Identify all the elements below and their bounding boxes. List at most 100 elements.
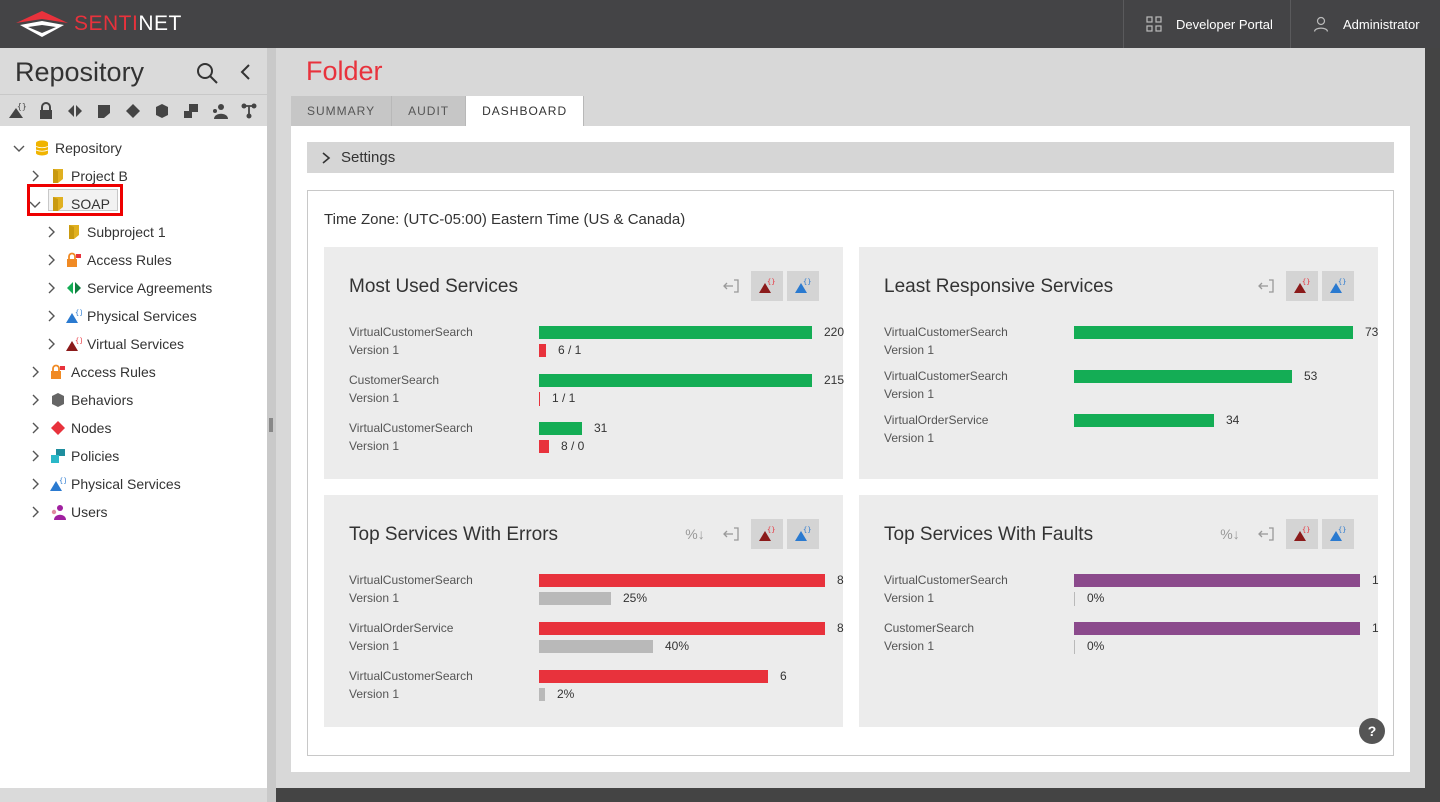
service-version: Version 1 <box>349 391 400 405</box>
tree-node-nodes[interactable]: Nodes <box>28 414 111 442</box>
card-title: Top Services With Faults <box>884 524 1094 545</box>
chevron-right-icon[interactable] <box>28 421 42 435</box>
user-menu[interactable]: Administrator <box>1290 0 1440 48</box>
chevron-down-icon[interactable] <box>12 141 26 155</box>
developer-portal-link[interactable]: Developer Portal <box>1123 0 1291 48</box>
sidebar-footer <box>0 788 267 802</box>
physical-services-filter-icon[interactable]: {} <box>787 271 819 301</box>
virtual-services-filter-icon[interactable]: {} <box>751 271 783 301</box>
filter-agreements-icon[interactable] <box>63 100 87 122</box>
service-row[interactable]: VirtualOrderService Version 1 34 <box>884 413 1364 457</box>
tree-node-soap[interactable]: SOAP <box>28 190 110 218</box>
service-row[interactable]: VirtualCustomerSearch Version 1 1 0% <box>884 573 1379 617</box>
service-version: Version 1 <box>349 343 400 357</box>
tree-node-users[interactable]: Users <box>28 498 108 526</box>
chevron-right-icon[interactable] <box>28 169 42 183</box>
tab-summary[interactable]: SUMMARY <box>291 96 393 126</box>
behavior-icon <box>50 392 66 408</box>
chevron-right-icon[interactable] <box>44 225 58 239</box>
sidebar-header: Repository <box>0 48 267 94</box>
chevron-right-icon[interactable] <box>28 449 42 463</box>
sub-value-label: 2% <box>557 687 575 701</box>
tree-node-subproject-1[interactable]: Subproject 1 <box>44 218 166 246</box>
main-content: Folder SUMMARY AUDIT DASHBOARD Settings … <box>276 48 1425 788</box>
chevron-right-icon[interactable] <box>44 281 58 295</box>
tab-audit[interactable]: AUDIT <box>392 96 467 126</box>
sub-value-label: 0% <box>1087 591 1105 605</box>
filter-access-rules-icon[interactable] <box>34 100 58 122</box>
service-version: Version 1 <box>349 439 400 453</box>
splitter-grip[interactable] <box>269 418 273 432</box>
chevron-down-icon[interactable] <box>28 197 42 211</box>
tree-node-label: Behaviors <box>71 392 134 408</box>
filter-virtual-services-icon[interactable]: {} <box>5 100 29 122</box>
export-icon[interactable] <box>715 271 747 301</box>
tree-node-repository[interactable]: Repository <box>12 134 122 162</box>
tree-node-project-b[interactable]: Project B <box>28 162 128 190</box>
physical-services-filter-icon[interactable]: {} <box>787 519 819 549</box>
chevron-right-icon[interactable] <box>28 365 42 379</box>
filter-physical-services-icon[interactable] <box>237 100 261 122</box>
tree-node-behaviors[interactable]: Behaviors <box>28 386 133 414</box>
chevron-right-icon[interactable] <box>44 309 58 323</box>
tree-node-access-rules[interactable]: Access Rules <box>44 246 172 274</box>
export-icon[interactable] <box>715 519 747 549</box>
service-row[interactable]: VirtualCustomerSearch Version 1 73 <box>884 325 1378 369</box>
chevron-right-icon[interactable] <box>44 253 58 267</box>
card-toolbar: {} {} <box>715 271 819 301</box>
sort-percent-button[interactable]: %↓ <box>685 526 705 542</box>
export-icon[interactable] <box>1250 519 1282 549</box>
search-icon[interactable] <box>195 61 219 85</box>
filter-folders-icon[interactable] <box>92 100 116 122</box>
chevron-right-icon[interactable] <box>28 393 42 407</box>
sub-bar <box>539 344 546 357</box>
service-row[interactable]: CustomerSearch Version 1 215 1 / 1 <box>349 373 844 417</box>
least-responsive-services-card: Least Responsive Services {} {} VirtualCust… <box>859 247 1378 479</box>
tree-node-access-rules[interactable]: Access Rules <box>28 358 156 386</box>
chevron-right-icon[interactable] <box>28 477 42 491</box>
filter-policies-icon[interactable] <box>179 100 203 122</box>
sub-bar <box>539 688 545 701</box>
service-row[interactable]: VirtualCustomerSearch Version 1 6 2% <box>349 669 829 713</box>
service-row[interactable]: VirtualCustomerSearch Version 1 31 8 / 0 <box>349 421 829 465</box>
chevron-right-icon[interactable] <box>28 505 42 519</box>
service-row[interactable]: VirtualOrderService Version 1 8 40% <box>349 621 844 665</box>
card-toolbar: %↓ {} {} <box>1214 519 1354 549</box>
right-edge <box>1425 48 1440 802</box>
physical-services-filter-icon[interactable]: {} <box>1322 519 1354 549</box>
collapse-sidebar-icon[interactable] <box>238 62 254 82</box>
filter-nodes-icon[interactable] <box>121 100 145 122</box>
service-version: Version 1 <box>349 591 400 605</box>
tree-node-service-agreements[interactable]: Service Agreements <box>44 274 212 302</box>
virtual-services-filter-icon[interactable]: {} <box>751 519 783 549</box>
virtual-services-filter-icon[interactable]: {} <box>1286 271 1318 301</box>
chevron-right-icon[interactable] <box>44 337 58 351</box>
physical-services-filter-icon[interactable]: {} <box>1322 271 1354 301</box>
filter-users-icon[interactable] <box>208 100 232 122</box>
settings-expander[interactable]: Settings <box>307 142 1394 173</box>
filter-behaviors-icon[interactable] <box>150 100 174 122</box>
tree-node-physical-services[interactable]: {} Physical Services <box>44 302 197 330</box>
service-row[interactable]: CustomerSearch Version 1 1 0% <box>884 621 1379 665</box>
dashboard-panel: Settings Time Zone: (UTC-05:00) Eastern … <box>291 126 1410 772</box>
export-icon[interactable] <box>1250 271 1282 301</box>
virtual-services-filter-icon[interactable]: {} <box>1286 519 1318 549</box>
service-row[interactable]: VirtualCustomerSearch Version 1 8 25% <box>349 573 844 617</box>
sort-percent-button[interactable]: %↓ <box>1220 526 1240 542</box>
tree-node-physical-services[interactable]: {} Physical Services <box>28 470 181 498</box>
tab-dashboard[interactable]: DASHBOARD <box>466 96 585 126</box>
dashboard-area: Time Zone: (UTC-05:00) Eastern Time (US … <box>307 190 1394 756</box>
card-toolbar: {} {} <box>1250 271 1354 301</box>
agreement-icon <box>66 280 82 296</box>
value-label: 8 <box>837 621 844 635</box>
value-bar <box>1074 622 1360 635</box>
tree-node-policies[interactable]: Policies <box>28 442 119 470</box>
tree-node-virtual-services[interactable]: {} Virtual Services <box>44 330 184 358</box>
service-version: Version 1 <box>349 687 400 701</box>
service-row[interactable]: VirtualCustomerSearch Version 1 220 6 / 1 <box>349 325 844 369</box>
svg-text:{}: {} <box>1338 526 1346 534</box>
service-row[interactable]: VirtualCustomerSearch Version 1 53 <box>884 369 1364 413</box>
sentinet-logo[interactable]: SENTINET <box>14 9 182 39</box>
sidebar-splitter[interactable] <box>267 48 276 802</box>
help-button[interactable]: ? <box>1359 718 1385 744</box>
